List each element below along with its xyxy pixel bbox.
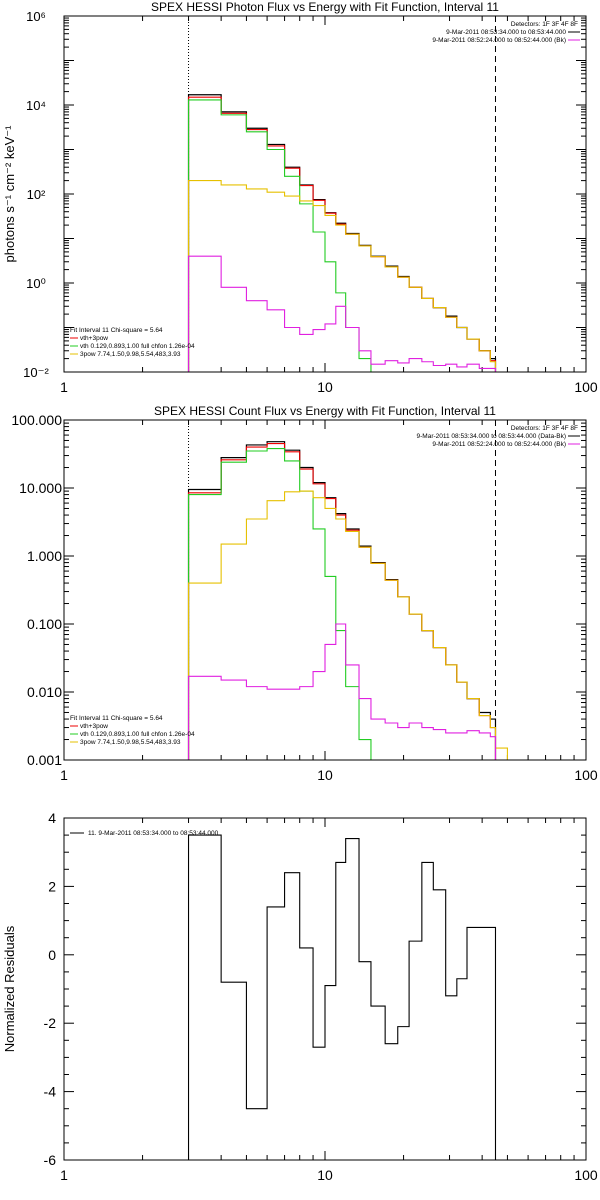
y-tick-label: 10⁰ (26, 276, 46, 291)
y-tick-label: 0.001 (27, 752, 62, 768)
series-background (187, 255, 497, 372)
legend-entry: vth+3pow (80, 723, 108, 730)
plot-frame (63, 15, 587, 373)
y-tick-label: 0.010 (27, 684, 62, 700)
legend-entry: 3pow 7.74,1.50,9.98,5.54,483,3.93 (80, 351, 181, 358)
panel-1: SPEX HESSI Photon Flux vs Energy with Fi… (2, 0, 598, 395)
y-tick-label: -2 (44, 1015, 57, 1031)
legend-entry: 3pow 7.74,1.50,9.98,5.54,483,3.93 (80, 739, 181, 746)
x-tick-label: 100 (574, 1167, 598, 1183)
y-tick-label: 10⁻² (23, 365, 49, 380)
legend-entry: vth 0.129,0.893,1.00 full chfon 1.26e-04 (80, 731, 195, 738)
y-tick-label: 100.000 (11, 412, 62, 428)
legend-title: Detectors: 1F 3F 4F 8F (511, 425, 578, 432)
y-axis-label: Normalized Residuals (2, 925, 17, 1052)
plot-frame (63, 817, 587, 1161)
y-axis-label: photons s⁻¹ cm⁻² keV⁻¹ (2, 125, 17, 263)
series-data (187, 441, 497, 760)
legend-entry: vth 0.129,0.893,1.00 full chfon 1.26e-04 (80, 343, 195, 350)
series-vth (187, 448, 386, 760)
series-vth+3pow (187, 443, 497, 760)
series-3pow (187, 180, 497, 372)
y-tick-label: -4 (44, 1084, 57, 1100)
x-tick-label: 10 (317, 1167, 333, 1183)
y-tick-label: 10² (27, 187, 46, 202)
panel-2: SPEX HESSI Count Flux vs Energy with Fit… (11, 404, 598, 783)
y-tick-label: -6 (44, 1152, 57, 1168)
legend-title: Fit Interval 11 Chi-square = 5.64 (70, 715, 163, 722)
series-vth+3pow (187, 96, 497, 372)
chart-title: SPEX HESSI Count Flux vs Energy with Fit… (154, 404, 496, 418)
y-tick-label: 10⁶ (26, 9, 46, 24)
legend-entry: 9-Mar-2011 08:52:24.000 to 08:52:44.000 … (432, 37, 566, 44)
legend-entry: 11. 9-Mar-2011 08:53:34.000 to 08:53:44.… (88, 830, 219, 837)
legend-entry: 9-Mar-2011 08:53:34.000 to 08:53:44.000 (446, 29, 566, 36)
legend-title: Detectors: 1F 3F 4F 8F (511, 21, 578, 28)
chart-title: SPEX HESSI Photon Flux vs Energy with Fi… (151, 0, 499, 14)
series-3pow (187, 490, 519, 760)
legend-entry: 9-Mar-2011 08:53:34.000 to 08:53:44.000 … (417, 433, 566, 440)
x-tick-label: 1 (60, 1167, 68, 1183)
y-tick-label: 2 (48, 878, 56, 894)
x-tick-label: 100 (574, 767, 598, 783)
x-tick-label: 10 (317, 767, 333, 783)
plot-frame (63, 419, 587, 761)
y-tick-label: 1.000 (27, 548, 62, 564)
y-tick-label: 10⁴ (26, 98, 46, 113)
y-tick-label: 4 (48, 810, 56, 826)
panel-3: Normalized Residuals 1 10 100 -6 -4 -2 0 2 4 11. 9… (2, 810, 598, 1183)
y-tick-label: 0.100 (27, 616, 62, 632)
series-residuals (187, 834, 497, 1160)
legend-title: Fit Interval 11 Chi-square = 5.64 (70, 327, 163, 334)
x-tick-label: 100 (574, 379, 598, 395)
series-data (187, 94, 497, 372)
y-tick-label: 10.000 (19, 480, 62, 496)
y-tick-label: 0 (48, 947, 56, 963)
x-tick-label: 1 (60, 379, 68, 395)
series-background (187, 623, 497, 760)
series-vth (187, 99, 386, 372)
x-tick-label: 10 (317, 379, 333, 395)
x-tick-label: 1 (60, 767, 68, 783)
legend-entry: 9-Mar-2011 08:52:24.000 to 08:52:44.000 … (432, 441, 566, 448)
legend-entry: vth+3pow (80, 335, 108, 342)
